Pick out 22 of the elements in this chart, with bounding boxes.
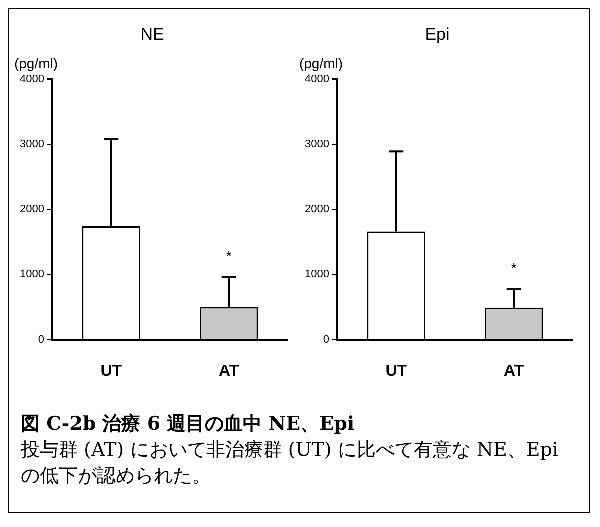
y-tick-label: 2000	[304, 204, 330, 216]
y-tick-label: 2000	[20, 204, 44, 216]
y-tick-label: 4000	[20, 73, 44, 86]
chart-title: NE	[140, 24, 164, 44]
chart-title: Epi	[425, 24, 450, 44]
text: 投与群 (AT) において非治療群 (UT) に比べて有意な NE、Epi の低下が認められた。	[21, 438, 560, 489]
y-tick-label: 1000	[304, 268, 330, 281]
y-tick-label: 3000	[20, 138, 44, 151]
text: 図 C-2b 治療 6 週目の血中 NE、Epi	[21, 412, 356, 437]
y-tick-label: 0	[38, 334, 44, 346]
x-tick-label: UT	[100, 362, 122, 380]
annotation: *	[226, 248, 232, 264]
y-tick-label: 1000	[20, 268, 44, 281]
y-tick-label: 3000	[304, 138, 330, 151]
y-axis-title: (pg/ml)	[299, 55, 344, 72]
x-tick-label: UT	[386, 362, 408, 380]
y-tick-label: 4000	[304, 73, 330, 86]
x-tick-label: AT	[504, 362, 524, 380]
annotation: *	[511, 260, 518, 276]
y-axis-title: (pg/ml)	[14, 55, 58, 72]
x-tick-label: AT	[219, 362, 240, 380]
y-tick-label: 0	[323, 334, 330, 346]
